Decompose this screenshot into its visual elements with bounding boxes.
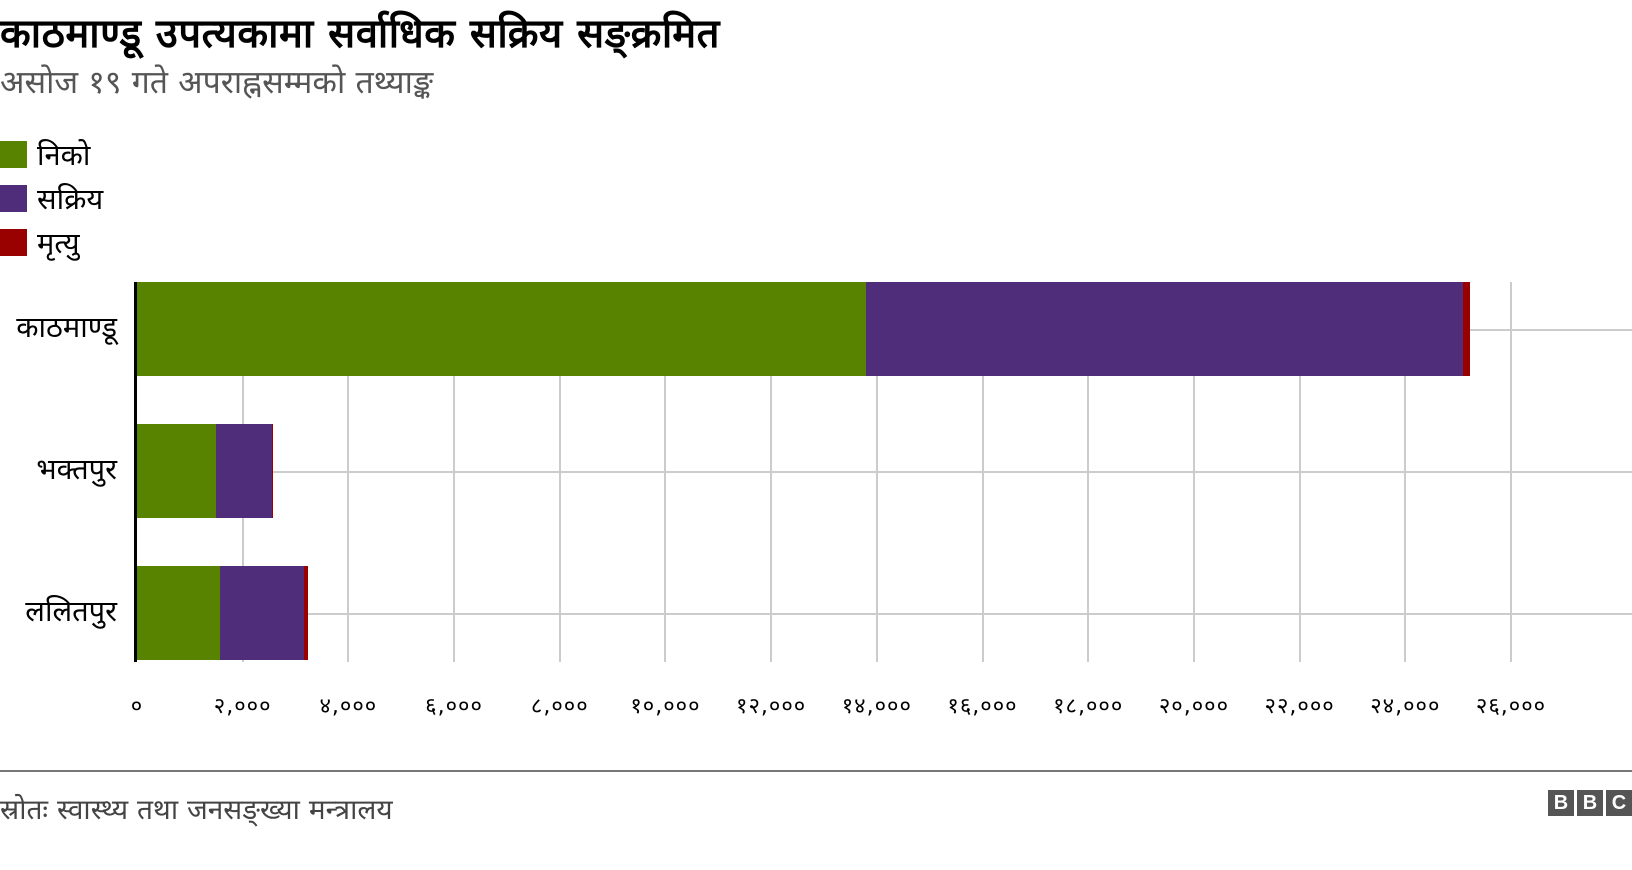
x-tick-label: ४,०००	[319, 694, 378, 719]
x-tick-label: १८,०००	[1053, 694, 1124, 719]
y-axis-line	[134, 282, 137, 662]
legend: निको सक्रिय मृत्यु	[0, 132, 103, 264]
legend-label: सक्रिय	[37, 181, 104, 216]
x-tick-label: २०,०००	[1158, 694, 1230, 719]
x-tick-label: २६,०००	[1475, 694, 1547, 719]
category-label: भक्तपुर	[36, 452, 117, 486]
bar-segment	[137, 566, 220, 660]
bar-stack	[137, 566, 308, 660]
bar-segment	[219, 566, 304, 660]
x-tick-label: २४,०००	[1370, 694, 1441, 719]
legend-item: निको	[0, 132, 103, 176]
legend-item: सक्रिय	[0, 176, 103, 220]
footer-divider	[0, 770, 1632, 772]
bbc-logo-letter: C	[1606, 790, 1632, 816]
bar-segment	[216, 424, 273, 518]
x-tick-label: ८,०००	[530, 694, 589, 719]
bar-segment	[272, 424, 273, 518]
y-gridline	[137, 471, 1632, 473]
bar-stack	[137, 424, 273, 518]
x-tick-label: ०	[130, 694, 144, 719]
chart-title: काठमाण्डू उपत्यकामा सर्वाधिक सक्रिय सङ्क…	[0, 11, 720, 57]
bbc-logo-letter: B	[1548, 790, 1574, 816]
legend-item: मृत्यु	[0, 220, 103, 264]
legend-swatch	[0, 228, 27, 256]
plot-area	[134, 282, 1632, 662]
x-tick-label: ६,०००	[425, 694, 483, 719]
bbc-logo: B B C	[1548, 790, 1632, 816]
bar-segment	[1462, 282, 1470, 376]
x-tick-label: २,०००	[213, 694, 272, 719]
category-label: ललितपुर	[25, 594, 117, 628]
source-text: स्रोतः स्वास्थ्य तथा जनसङ्ख्या मन्त्रालय	[0, 793, 393, 826]
x-tick-label: २२,०००	[1264, 694, 1335, 719]
x-tick-label: १४,०००	[841, 694, 912, 719]
legend-label: मृत्यु	[37, 225, 80, 260]
legend-swatch	[0, 140, 27, 168]
bar-segment	[137, 282, 866, 376]
bar-stack	[137, 282, 1470, 376]
bar-segment	[865, 282, 1463, 376]
x-tick-label: १६,०००	[947, 694, 1018, 719]
y-gridline	[137, 613, 1632, 615]
bbc-logo-letter: B	[1577, 790, 1603, 816]
x-tick-label: १०,०००	[630, 694, 701, 719]
legend-label: निको	[37, 137, 91, 172]
bar-segment	[137, 424, 216, 518]
x-tick-label: १२,०००	[736, 694, 807, 719]
legend-swatch	[0, 184, 27, 212]
category-label: काठमाण्डू	[16, 310, 117, 344]
chart-subtitle: असोज १९ गते अपराह्नसम्मको तथ्याङ्क	[0, 63, 434, 101]
bar-segment	[303, 566, 308, 660]
